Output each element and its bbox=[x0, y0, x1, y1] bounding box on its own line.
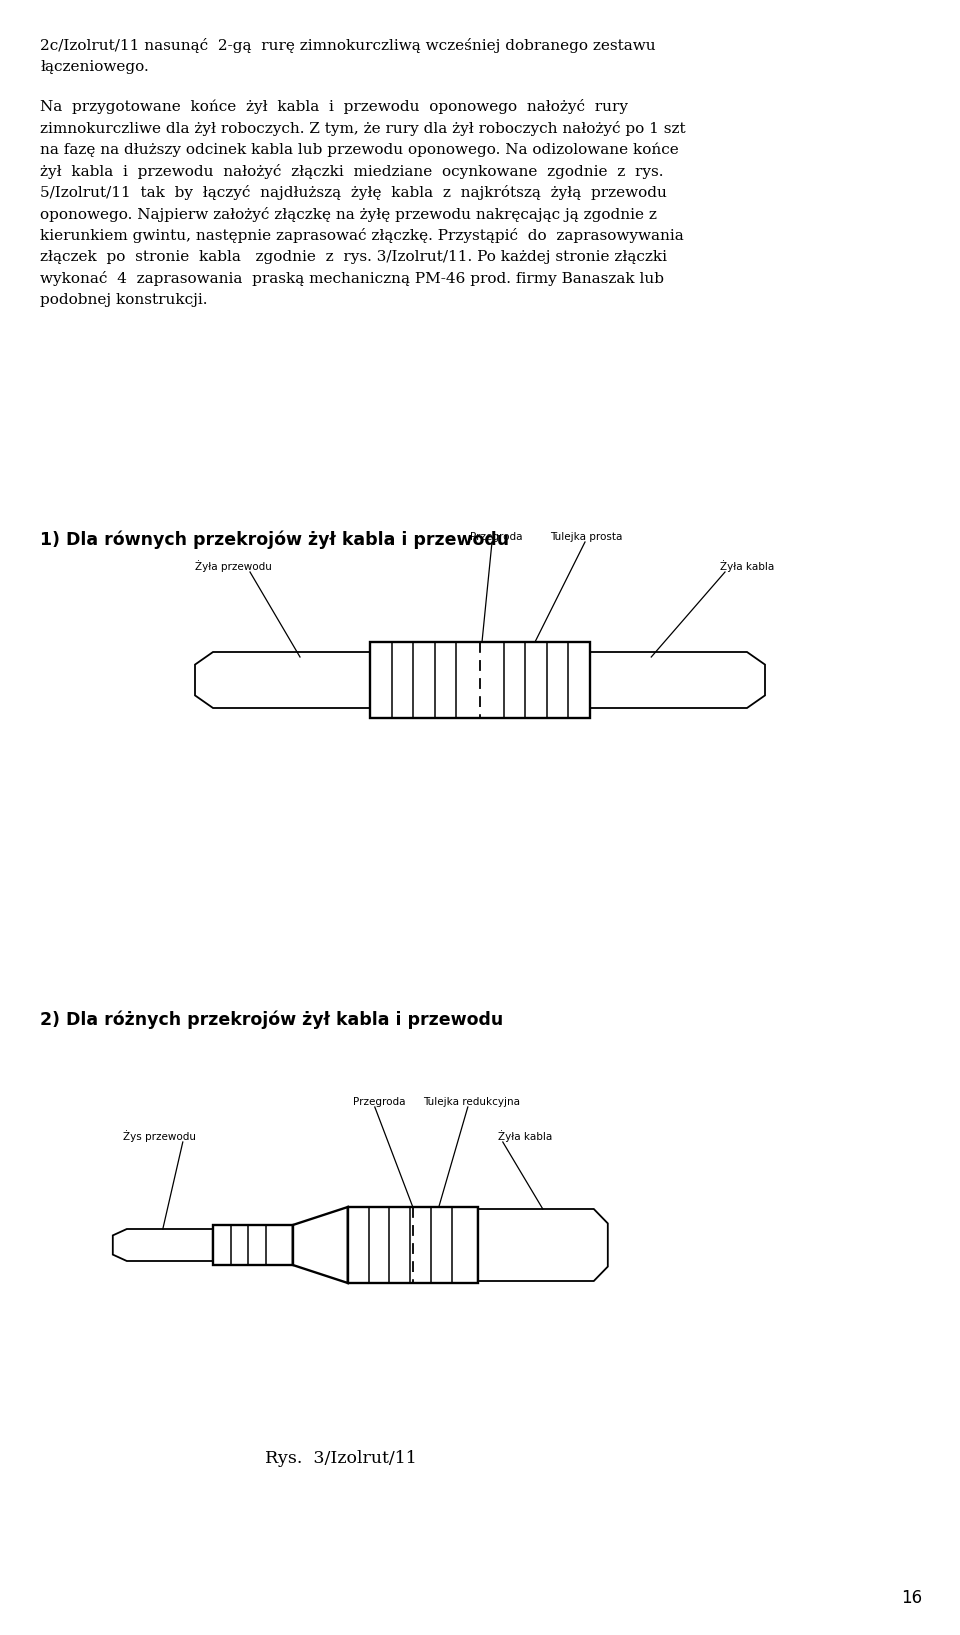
Text: Żyła kabla: Żyła kabla bbox=[498, 1130, 552, 1141]
Bar bbox=[213, 1225, 293, 1265]
Text: na fazę na dłuższy odcinek kabla lub przewodu oponowego. Na odizolowane końce: na fazę na dłuższy odcinek kabla lub prz… bbox=[40, 142, 679, 157]
Text: oponowego. Najpierw założyć złączkę na żyłę przewodu nakręcając ją zgodnie z: oponowego. Najpierw założyć złączkę na ż… bbox=[40, 206, 658, 221]
Text: Żys przewodu: Żys przewodu bbox=[123, 1130, 196, 1141]
Text: Przegroda: Przegroda bbox=[353, 1097, 405, 1107]
Text: żył  kabla  i  przewodu  nałożyć  złączki  miedziane  ocynkowane  zgodnie  z  ry: żył kabla i przewodu nałożyć złączki mie… bbox=[40, 164, 663, 178]
Text: 2c/Izolrut/11 nasunąć  2-gą  rurę zimnokurczliwą wcześniej dobranego zestawu: 2c/Izolrut/11 nasunąć 2-gą rurę zimnokur… bbox=[40, 38, 656, 52]
Text: łączeniowego.: łączeniowego. bbox=[40, 59, 149, 74]
Text: 16: 16 bbox=[900, 1589, 922, 1607]
Text: kierunkiem gwintu, następnie zaprasować złączkę. Przystąpić  do  zaprasowywania: kierunkiem gwintu, następnie zaprasować … bbox=[40, 227, 684, 244]
Text: Tulejka redukcyjna: Tulejka redukcyjna bbox=[422, 1097, 519, 1107]
Text: 5/Izolrut/11  tak  by  łączyć  najdłuższą  żyłę  kabla  z  najkrótszą  żyłą  prz: 5/Izolrut/11 tak by łączyć najdłuższą ży… bbox=[40, 185, 667, 199]
Text: zimnokurczliwe dla żył roboczych. Z tym, że rury dla żył roboczych nałożyć po 1 : zimnokurczliwe dla żył roboczych. Z tym,… bbox=[40, 121, 686, 136]
Text: 2) Dla różnych przekrojów żył kabla i przewodu: 2) Dla różnych przekrojów żył kabla i pr… bbox=[40, 1010, 504, 1028]
Text: Żyła kabla: Żyła kabla bbox=[720, 561, 775, 572]
Text: wykonać  4  zaprasowania  praską mechaniczną PM-46 prod. firmy Banaszak lub: wykonać 4 zaprasowania praską mechaniczn… bbox=[40, 271, 664, 286]
Text: złączek  po  stronie  kabla   zgodnie  z  rys. 3/Izolrut/11. Po każdej stronie z: złączek po stronie kabla zgodnie z rys. … bbox=[40, 250, 667, 263]
Text: podobnej konstrukcji.: podobnej konstrukcji. bbox=[40, 293, 207, 306]
Text: Żyła przewodu: Żyła przewodu bbox=[195, 561, 272, 572]
Bar bbox=[348, 1207, 478, 1283]
Text: Tulejka prosta: Tulejka prosta bbox=[550, 531, 622, 541]
Text: 1) Dla równych przekrojów żył kabla i przewodu: 1) Dla równych przekrojów żył kabla i pr… bbox=[40, 530, 510, 548]
Bar bbox=[370, 643, 590, 718]
Text: Rys.  3/Izolrut/11: Rys. 3/Izolrut/11 bbox=[265, 1450, 417, 1467]
Text: Na  przygotowane  końce  żył  kabla  i  przewodu  oponowego  nałożyć  rury: Na przygotowane końce żył kabla i przewo… bbox=[40, 100, 629, 114]
Text: Przegroda: Przegroda bbox=[470, 531, 522, 541]
